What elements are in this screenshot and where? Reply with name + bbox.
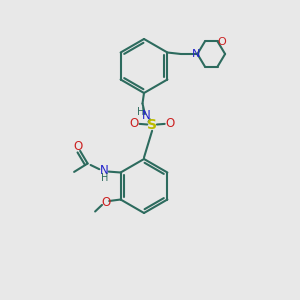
Text: O: O bbox=[73, 140, 82, 154]
Text: S: S bbox=[147, 118, 157, 132]
Text: O: O bbox=[101, 196, 110, 209]
Text: N: N bbox=[100, 164, 109, 178]
Text: O: O bbox=[166, 117, 175, 130]
Text: H: H bbox=[101, 172, 108, 183]
Text: N: N bbox=[192, 49, 200, 59]
Text: O: O bbox=[130, 117, 139, 130]
Text: N: N bbox=[142, 109, 151, 122]
Text: H: H bbox=[137, 106, 145, 117]
Text: O: O bbox=[217, 37, 226, 47]
